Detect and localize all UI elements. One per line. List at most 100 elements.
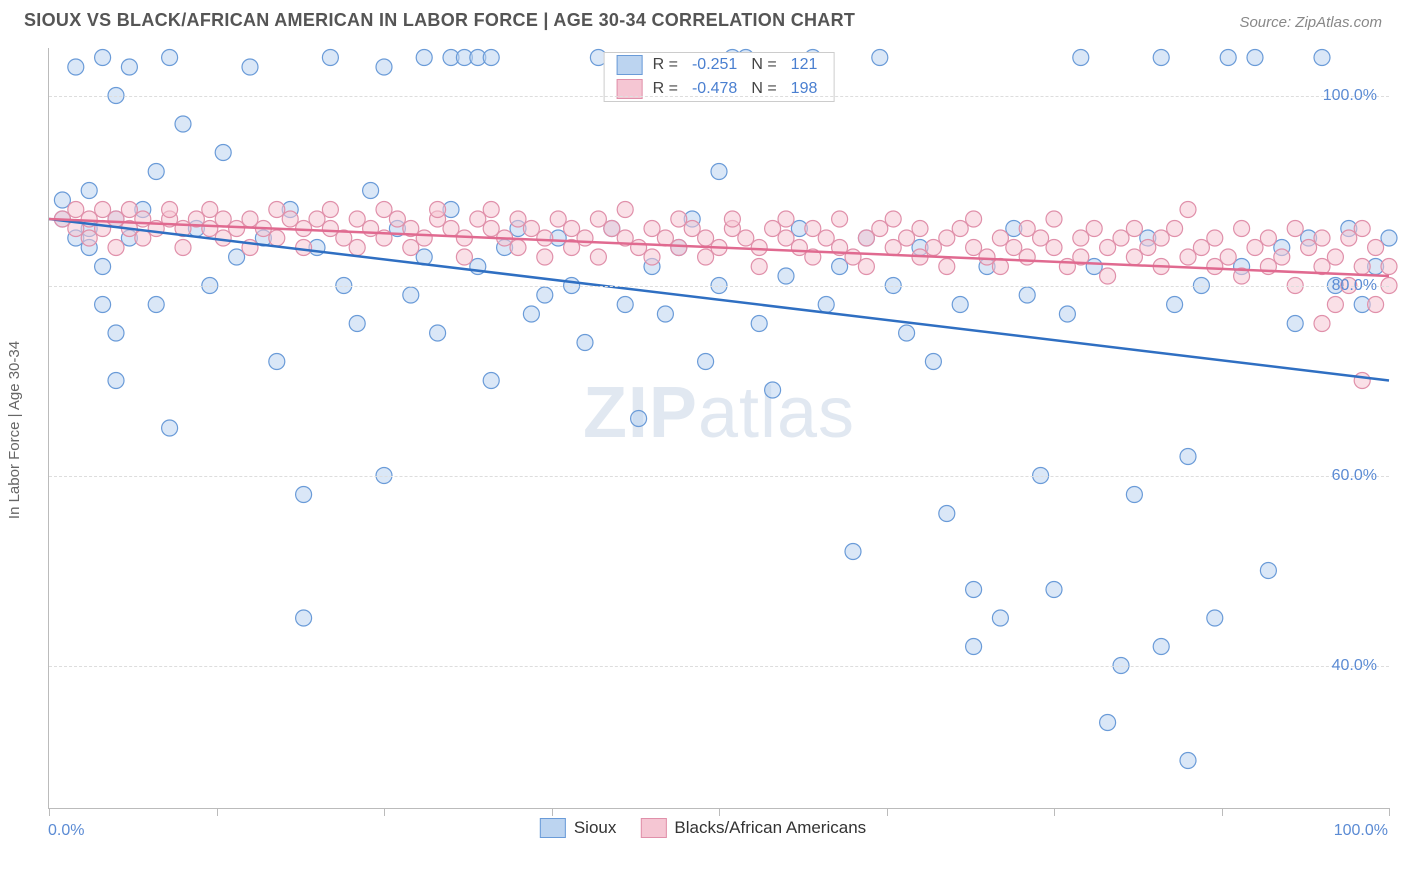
plot-area: ZIPatlas R =-0.251N =121R =-0.478N =198 …	[48, 48, 1389, 809]
legend-r-label: R =	[653, 56, 678, 74]
data-point	[215, 145, 231, 161]
data-point	[966, 639, 982, 655]
data-point	[1354, 373, 1370, 389]
x-tick	[719, 808, 720, 816]
data-point	[1368, 240, 1384, 256]
data-point	[537, 287, 553, 303]
data-point	[711, 164, 727, 180]
data-point	[925, 240, 941, 256]
data-point	[778, 211, 794, 227]
data-point	[657, 306, 673, 322]
data-point	[1341, 230, 1357, 246]
data-point	[162, 202, 178, 218]
data-point	[698, 249, 714, 265]
data-point	[121, 202, 137, 218]
data-point	[68, 202, 84, 218]
data-point	[899, 325, 915, 341]
data-point	[296, 487, 312, 503]
data-point	[1193, 240, 1209, 256]
data-point	[1381, 230, 1397, 246]
data-point	[363, 183, 379, 199]
data-point	[1086, 259, 1102, 275]
gridline	[49, 96, 1389, 97]
data-point	[269, 354, 285, 370]
legend-swatch	[540, 818, 566, 838]
data-point	[992, 610, 1008, 626]
x-tick	[887, 808, 888, 816]
data-point	[1086, 221, 1102, 237]
data-point	[470, 211, 486, 227]
legend-stats-row: R =-0.251N =121	[605, 53, 834, 77]
data-point	[349, 240, 365, 256]
gridline	[49, 476, 1389, 477]
data-point	[523, 306, 539, 322]
data-point	[148, 164, 164, 180]
y-tick-label: 100.0%	[1323, 87, 1377, 105]
data-point	[912, 221, 928, 237]
chart-title: SIOUX VS BLACK/AFRICAN AMERICAN IN LABOR…	[24, 10, 855, 31]
data-point	[349, 211, 365, 227]
data-point	[885, 211, 901, 227]
data-point	[765, 382, 781, 398]
data-point	[644, 249, 660, 265]
data-point	[671, 240, 687, 256]
data-point	[1126, 249, 1142, 265]
data-point	[1153, 230, 1169, 246]
data-point	[1180, 753, 1196, 769]
legend-stats: R =-0.251N =121R =-0.478N =198	[604, 52, 835, 102]
data-point	[939, 506, 955, 522]
data-point	[108, 373, 124, 389]
data-point	[282, 211, 298, 227]
legend-swatch	[640, 818, 666, 838]
legend-bottom: SiouxBlacks/African Americans	[540, 818, 866, 838]
data-point	[1113, 230, 1129, 246]
data-point	[1247, 50, 1263, 66]
data-point	[966, 240, 982, 256]
x-tick	[49, 808, 50, 816]
legend-stats-row: R =-0.478N =198	[605, 77, 834, 101]
data-point	[81, 230, 97, 246]
data-point	[1046, 582, 1062, 598]
data-point	[590, 211, 606, 227]
data-point	[1260, 230, 1276, 246]
legend-item: Blacks/African Americans	[640, 818, 866, 838]
data-point	[1019, 249, 1035, 265]
data-point	[1314, 316, 1330, 332]
data-point	[1153, 50, 1169, 66]
legend-n-label: N =	[751, 56, 776, 74]
data-point	[1073, 230, 1089, 246]
y-tick-label: 80.0%	[1332, 277, 1377, 295]
data-point	[765, 221, 781, 237]
data-point	[322, 221, 338, 237]
data-point	[376, 59, 392, 75]
data-point	[818, 297, 834, 313]
data-point	[135, 211, 151, 227]
data-point	[1314, 50, 1330, 66]
data-point	[483, 50, 499, 66]
x-axis-label-100: 100.0%	[1334, 822, 1388, 840]
data-point	[1019, 287, 1035, 303]
data-point	[644, 221, 660, 237]
data-point	[483, 221, 499, 237]
data-point	[858, 230, 874, 246]
data-point	[1180, 249, 1196, 265]
data-point	[845, 249, 861, 265]
data-point	[751, 259, 767, 275]
data-point	[95, 221, 111, 237]
data-point	[832, 259, 848, 275]
data-point	[738, 230, 754, 246]
data-point	[1327, 297, 1343, 313]
data-point	[148, 297, 164, 313]
data-point	[108, 325, 124, 341]
data-point	[631, 411, 647, 427]
data-point	[818, 230, 834, 246]
data-point	[510, 240, 526, 256]
data-point	[202, 221, 218, 237]
data-point	[1100, 240, 1116, 256]
data-point	[1167, 221, 1183, 237]
data-point	[1234, 221, 1250, 237]
data-point	[966, 211, 982, 227]
data-point	[162, 420, 178, 436]
data-point	[671, 211, 687, 227]
data-point	[751, 240, 767, 256]
